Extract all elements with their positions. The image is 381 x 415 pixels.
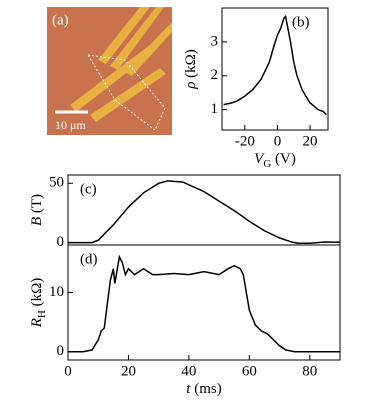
y-tick-label: 3 — [211, 33, 219, 49]
axis-symbol: B — [29, 217, 45, 226]
x-tick-label: 20 — [121, 363, 136, 379]
x-tick-label: 0 — [64, 363, 72, 379]
y-label: B (T) — [29, 194, 45, 226]
x-tick-label: 80 — [302, 363, 317, 379]
axis-unit: (T) — [29, 194, 45, 217]
electrode — [98, 7, 150, 64]
data-line — [68, 254, 340, 353]
axis-symbol: R — [29, 318, 45, 328]
plot-frame — [67, 174, 341, 246]
electrode — [70, 45, 156, 112]
scale-label: 10 μm — [55, 118, 86, 132]
axis-symbol: V — [254, 151, 265, 167]
y-label-group: ρ (kΩ) — [183, 49, 199, 90]
data-line — [68, 180, 341, 244]
y-label: ρ (kΩ) — [183, 49, 199, 90]
x-tick-label: 0 — [274, 133, 282, 149]
axis-subscript: H — [36, 310, 48, 318]
y-tick-label: 1 — [211, 101, 219, 117]
axis-symbol: t — [186, 381, 191, 397]
y-label-group: RH (kΩ) — [29, 278, 47, 329]
plot-frame — [221, 7, 329, 131]
y-tick-label: 50 — [49, 175, 64, 191]
y-label-group: B (T) — [29, 194, 45, 226]
panel-label: (b) — [292, 14, 310, 30]
panel-label: (c) — [80, 181, 97, 197]
data-line — [223, 14, 327, 116]
axis-unit: (kΩ) — [29, 278, 45, 310]
plot-frame — [67, 244, 341, 361]
electrode — [90, 68, 166, 122]
y-tick-label: 2 — [211, 67, 219, 83]
electrode — [110, 7, 164, 70]
panel-label: (a) — [52, 12, 69, 28]
panel-label: (d) — [80, 251, 98, 267]
x-label: VG (V) — [254, 151, 296, 169]
x-label: t (ms) — [186, 381, 221, 397]
x-tick-label: 40 — [181, 363, 196, 379]
axis-unit: (ms) — [190, 381, 221, 397]
y-tick-label: 10 — [49, 284, 64, 300]
x-tick-label: 60 — [242, 363, 257, 379]
x-tick-label: -20 — [235, 133, 255, 149]
y-tick-label: 0 — [57, 234, 65, 250]
axis-subscript: G — [263, 158, 271, 170]
axis-symbol: ρ — [183, 82, 199, 90]
x-tick-label: 20 — [303, 133, 318, 149]
axis-unit: (V) — [271, 151, 296, 167]
y-label: RH (kΩ) — [29, 278, 47, 329]
axis-unit: (kΩ) — [183, 49, 199, 81]
micrograph: (a) 10 μm — [47, 7, 172, 135]
y-tick-label: 0 — [57, 343, 65, 359]
micrograph-background — [47, 7, 172, 135]
